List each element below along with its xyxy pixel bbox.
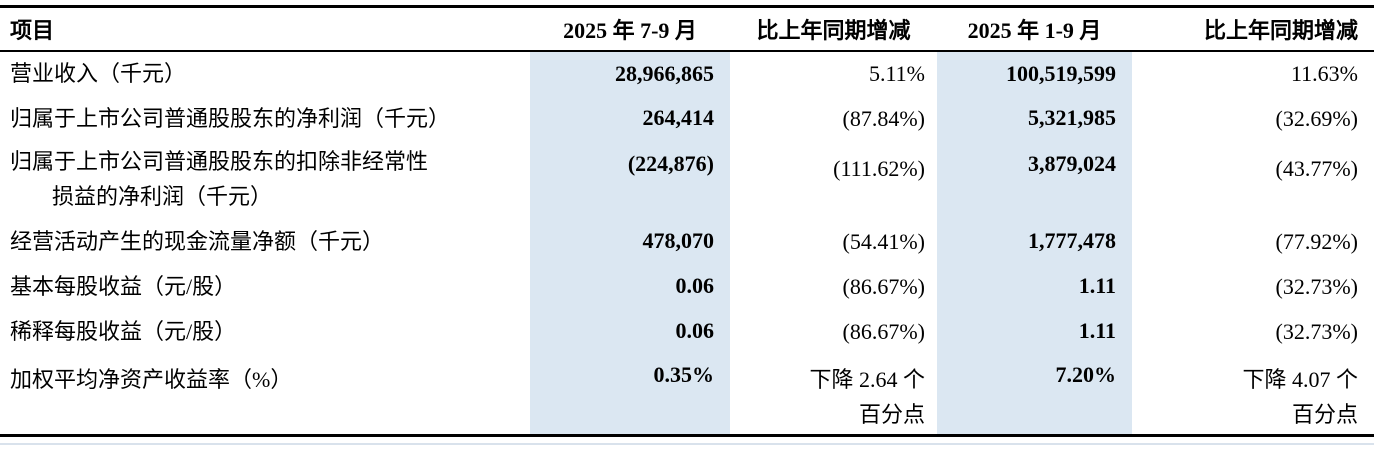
cell-ytd-change: 下降 4.07 个 百分点 xyxy=(1242,366,1358,427)
cell-q3-value: 478,070 xyxy=(530,218,730,264)
header-ytd-change: 比上年同期增减 xyxy=(1203,17,1358,43)
cell-ytd-change: (32.73%) xyxy=(1275,273,1358,299)
cell-ytd-change: (43.77%) xyxy=(1275,155,1358,181)
header-ytd-period: 2025 年 1-9 月 xyxy=(967,17,1102,43)
bottom-hairline xyxy=(0,443,1374,445)
row-label: 归属于上市公司普通股股东的净利润（千元） xyxy=(10,105,451,131)
table-row-diluted-eps: 稀释每股收益（元/股） 0.06 (86.67%) 1.11 (32.73%) xyxy=(0,308,1374,354)
row-label: 营业收入（千元） xyxy=(10,61,187,86)
row-label: 基本每股收益（元/股） xyxy=(10,273,237,299)
cell-ytd-value: 1,777,478 xyxy=(937,218,1132,264)
cell-q3-value: (224,876) xyxy=(530,140,730,219)
header-q3-period: 2025 年 7-9 月 xyxy=(563,17,697,43)
row-label: 加权平均净资产收益率（%） xyxy=(10,366,293,392)
table-row-net-profit: 归属于上市公司普通股股东的净利润（千元） 264,414 (87.84%) 5,… xyxy=(0,95,1374,141)
cell-ytd-value: 1.11 xyxy=(937,263,1132,309)
row-label: 经营活动产生的现金流量净额（千元） xyxy=(10,228,385,254)
cell-q3-change: (86.67%) xyxy=(842,318,925,344)
cell-ytd-value: 1.11 xyxy=(937,308,1132,354)
cell-q3-change: (54.41%) xyxy=(842,228,925,254)
table-row-net-profit-excl-nonrecurring: 归属于上市公司普通股股东的扣除非经常性 损益的净利润（千元） (224,876)… xyxy=(0,140,1374,219)
header-q3-change: 比上年同期增减 xyxy=(756,17,911,43)
row-label: 稀释每股收益（元/股） xyxy=(10,318,237,344)
cell-ytd-value: 100,519,599 xyxy=(937,50,1132,96)
table-row-revenue: 营业收入（千元） 28,966,865 5.11% 100,519,599 11… xyxy=(0,50,1374,96)
table-body: 营业收入（千元） 28,966,865 5.11% 100,519,599 11… xyxy=(0,50,1374,436)
cell-q3-change: (87.84%) xyxy=(842,105,925,131)
row-label: 归属于上市公司普通股股东的扣除非经常性 损益的净利润（千元） xyxy=(10,148,429,209)
cell-q3-value: 28,966,865 xyxy=(530,50,730,96)
table-row-operating-cash-flow: 经营活动产生的现金流量净额（千元） 478,070 (54.41%) 1,777… xyxy=(0,218,1374,264)
cell-q3-change: 下降 2.64 个 百分点 xyxy=(809,366,925,427)
cell-q3-value: 0.06 xyxy=(530,263,730,309)
cell-q3-change: 5.11% xyxy=(868,61,925,86)
table-header: 项目 2025 年 7-9 月 比上年同期增减 2025 年 1-9 月 比上年… xyxy=(0,7,1374,51)
header-row: 项目 2025 年 7-9 月 比上年同期增减 2025 年 1-9 月 比上年… xyxy=(0,7,1374,51)
cell-ytd-change: 11.63% xyxy=(1290,61,1358,86)
cell-ytd-value: 7.20% xyxy=(937,353,1132,436)
cell-q3-value: 0.06 xyxy=(530,308,730,354)
cell-ytd-value: 3,879,024 xyxy=(937,140,1132,219)
table-row-weighted-avg-roe: 加权平均净资产收益率（%） 0.35% 下降 2.64 个 百分点 7.20% … xyxy=(0,353,1374,436)
header-item: 项目 xyxy=(10,17,55,43)
cell-q3-value: 264,414 xyxy=(530,95,730,141)
cell-ytd-change: (32.73%) xyxy=(1275,318,1358,344)
financial-summary-table: 项目 2025 年 7-9 月 比上年同期增减 2025 年 1-9 月 比上年… xyxy=(0,5,1374,437)
cell-q3-change: (111.62%) xyxy=(833,155,925,181)
cell-ytd-value: 5,321,985 xyxy=(937,95,1132,141)
table-row-basic-eps: 基本每股收益（元/股） 0.06 (86.67%) 1.11 (32.73%) xyxy=(0,263,1374,309)
cell-q3-change: (86.67%) xyxy=(842,273,925,299)
cell-ytd-change: (77.92%) xyxy=(1275,228,1358,254)
cell-ytd-change: (32.69%) xyxy=(1275,105,1358,131)
cell-q3-value: 0.35% xyxy=(530,353,730,436)
